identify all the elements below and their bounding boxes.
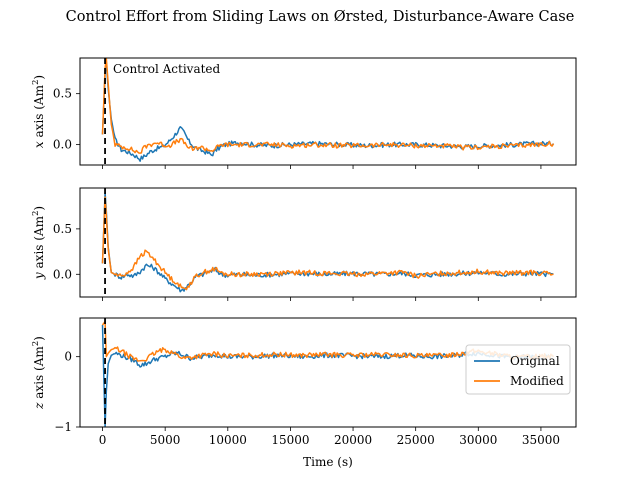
x-tick-label: 0 [99,433,107,447]
chart-panels: 0.00.5x axis (Am2)Control Activated0.00.… [31,57,577,447]
y-axis-label-sup: 2 [31,341,41,346]
legend-label-modified: Modified [510,374,564,388]
y-axis-label-close: ) [32,336,46,341]
chart-title: Control Effort from Sliding Laws on Ørst… [66,9,575,25]
legend-label-original: Original [510,354,560,368]
y-axis-label-close: ) [32,206,46,211]
panel-series-group [101,58,555,162]
y-tick-label: 0.5 [53,222,72,236]
panel-x: 0.0 0.5 x axis (Am2) Control Activated [31,57,577,169]
y-axis-label-y: y axis (Am2) [31,206,46,280]
series-line-modified-x [101,58,555,154]
y-tick-label: 0.0 [53,138,72,152]
panel-y: 0.0 0.5 y axis (Am2) [31,187,577,301]
x-tick-label: 5000 [150,433,181,447]
chart-legend: Original Modified [465,344,571,395]
x-tick-label: 35000 [522,433,560,447]
control-activated-annotation: Control Activated [113,62,220,76]
y-axis-label-z: z axis (Am2) [31,336,46,410]
y-axis-label-x: x axis (Am2) [31,75,46,148]
series-line-modified-y [101,196,554,291]
y-axis-label-var: x [32,141,46,148]
x-tick-label: 10000 [209,433,247,447]
y-tick-label: 0.0 [53,267,72,281]
y-axis-label-sup: 2 [31,211,41,216]
panel-frame-y [79,187,577,298]
y-axis-label-text: axis (Am [32,84,46,141]
panel-frame-z [79,317,577,428]
x-tick-label: 15000 [271,433,309,447]
panel-series-group [101,191,554,293]
x-tick-label: 25000 [397,433,435,447]
y-tick-label: 0.5 [53,87,72,101]
y-axis-label-text: axis (Am [32,215,46,272]
y-tick-label: −1 [54,420,72,434]
x-axis-label: Time (s) [303,455,353,469]
x-tick-label: 30000 [459,433,497,447]
x-tick-label: 20000 [334,433,372,447]
y-tick-label: 0 [64,350,72,364]
y-axis-label-close: ) [32,75,46,80]
panel-frame-x [79,57,577,166]
panel-z: −1 0 0 5000 10000 15000 20000 25000 30000 35000 z … [31,317,577,447]
y-axis-label-var: y [32,272,46,280]
y-axis-label-text: axis (Am [32,346,46,403]
y-axis-label-sup: 2 [31,80,41,85]
y-axis-label-var: z [32,402,46,410]
